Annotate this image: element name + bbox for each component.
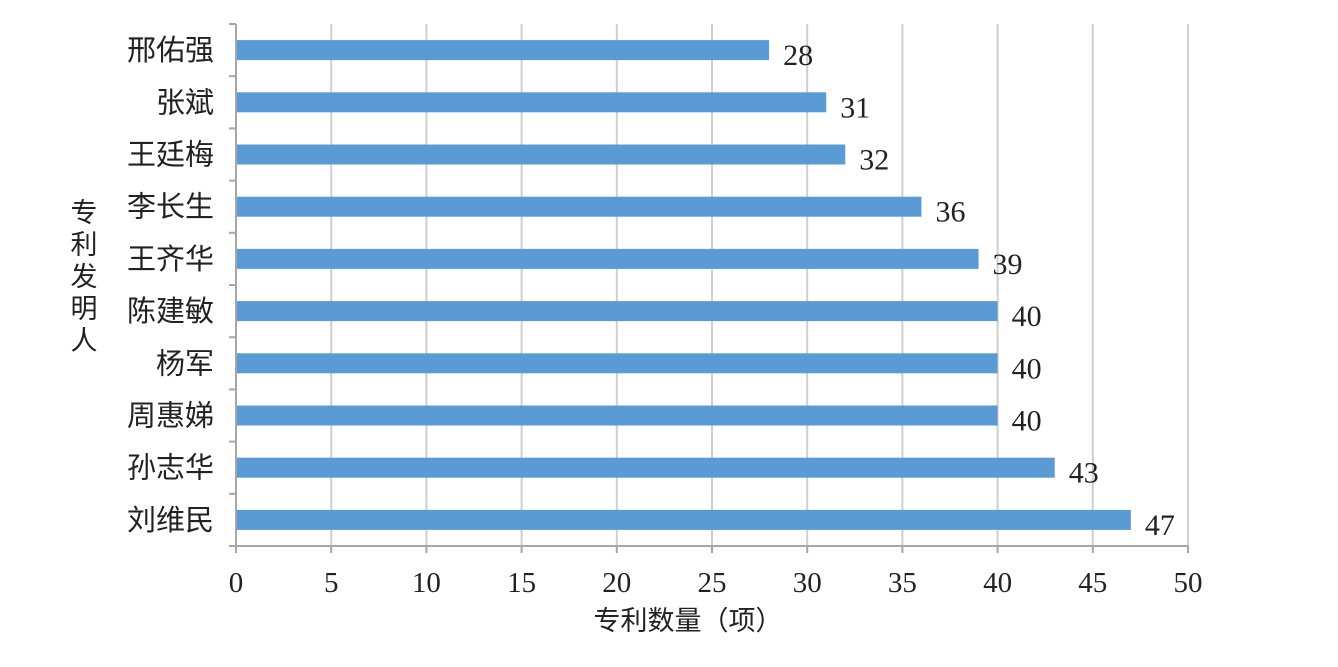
x-tick-label: 50 xyxy=(1174,567,1203,599)
x-tick-label: 20 xyxy=(602,567,631,599)
y-axis-title: 专利发明人 xyxy=(71,198,98,357)
data-label: 28 xyxy=(783,39,813,72)
data-label: 40 xyxy=(1012,405,1042,438)
category-labels: 刘维民 孙志华 周惠娣 杨军 陈建敏 王齐华 李长生 王廷梅 张斌 邢佑强 xyxy=(127,33,214,537)
x-tick-labels: 0 5 10 15 20 25 30 35 40 45 50 xyxy=(229,567,1203,599)
category-label: 刘维民 xyxy=(127,503,214,537)
x-tick-label: 5 xyxy=(324,567,339,599)
x-tick-label: 15 xyxy=(507,567,536,599)
bar xyxy=(236,457,1055,478)
bar xyxy=(236,405,998,426)
y-axis-title-text: 专利发明人 xyxy=(71,198,98,357)
category-label: 李长生 xyxy=(127,190,214,224)
category-label: 王廷梅 xyxy=(127,138,214,172)
category-label: 陈建敏 xyxy=(127,294,214,328)
bars xyxy=(236,40,1131,530)
data-labels: 47 43 40 40 40 39 36 32 31 28 xyxy=(783,39,1175,542)
category-label: 王齐华 xyxy=(127,242,214,276)
bar xyxy=(236,248,979,269)
x-tick-label: 30 xyxy=(793,567,822,599)
x-tick-label: 0 xyxy=(229,567,244,599)
x-axis-title: 专利数量（项） xyxy=(594,606,783,637)
data-label: 32 xyxy=(859,144,889,177)
bar xyxy=(236,92,827,113)
data-label: 31 xyxy=(840,91,870,124)
axes xyxy=(229,23,1189,553)
category-label: 孙志华 xyxy=(127,451,214,485)
data-label: 40 xyxy=(1012,300,1042,333)
x-tick-label: 35 xyxy=(888,567,917,599)
bar xyxy=(236,144,846,165)
x-tick-label: 10 xyxy=(412,567,441,599)
x-tick-label: 40 xyxy=(983,567,1012,599)
data-label: 40 xyxy=(1012,352,1042,385)
x-tick-label: 25 xyxy=(698,567,727,599)
bar xyxy=(236,353,998,374)
data-label: 36 xyxy=(935,196,965,229)
category-label: 张斌 xyxy=(156,85,214,119)
data-label: 39 xyxy=(993,248,1023,281)
x-tick-label: 45 xyxy=(1078,567,1107,599)
category-label: 杨军 xyxy=(156,346,214,380)
data-label: 43 xyxy=(1069,457,1099,490)
bar xyxy=(236,301,998,322)
bar xyxy=(236,40,770,61)
category-label: 周惠娣 xyxy=(127,399,214,433)
category-label: 邢佑强 xyxy=(127,33,214,67)
data-label: 47 xyxy=(1145,509,1175,542)
bar xyxy=(236,509,1131,530)
bar xyxy=(236,196,922,217)
